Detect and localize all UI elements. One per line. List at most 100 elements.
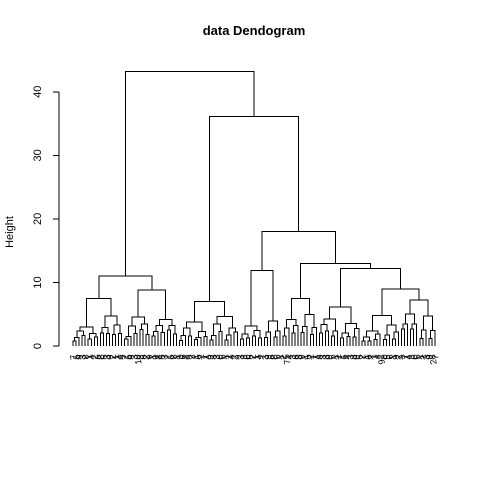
merge-96-108 xyxy=(371,314,393,331)
leaf-label-23: 8 xyxy=(135,354,146,361)
merge-82-83 xyxy=(318,332,323,346)
merge-112-114 xyxy=(411,323,418,346)
merge-60-61 xyxy=(251,335,257,346)
merge-32-35 xyxy=(168,324,176,334)
merge-4-5 xyxy=(81,334,86,346)
leaf-label-42: 6 xyxy=(193,354,204,361)
leaf-label-95: 5 xyxy=(354,354,365,361)
leaf-label-108: 2 xyxy=(394,354,405,361)
leaf-label-25: 2 xyxy=(141,354,152,361)
merge-34-35 xyxy=(172,333,177,346)
leaf-label-29: 4 xyxy=(153,354,164,361)
merge-51-52 xyxy=(224,339,229,346)
leaf-label-86: 5 xyxy=(327,354,338,361)
leaf-label-59: 5 xyxy=(245,354,256,361)
merge-23-24 xyxy=(139,329,144,346)
leaf-label-106: 1 xyxy=(388,354,399,361)
merge-118-119 xyxy=(428,337,433,346)
leaf-label-112: 8 xyxy=(406,354,417,361)
leaf-label-74: 6 xyxy=(290,354,301,361)
leaf-label-113: 6 xyxy=(409,354,420,361)
leaf-label-88: 2 xyxy=(333,354,344,361)
merge-1-2 xyxy=(72,340,77,346)
leaf-label-20: 9 xyxy=(126,354,137,361)
leaf-label-104: 5 xyxy=(381,354,392,361)
leaf-label-69: 1 xyxy=(275,354,286,361)
leaf-label-40: 3 xyxy=(187,354,198,361)
y-tick-label-20: 20 xyxy=(32,213,44,225)
leaf-label-66: 6 xyxy=(266,354,277,361)
leaf-label-93: 8 xyxy=(348,354,359,361)
leaf-label-82: 6 xyxy=(315,354,326,361)
leaf-label-35: 1 xyxy=(172,354,183,361)
leaf-label-34: 8 xyxy=(169,354,180,361)
leaf-label-22: 10 xyxy=(132,354,144,366)
merge-46-48 xyxy=(210,334,217,346)
leaf-labels: 7693814268539214576931086291045376818645… xyxy=(68,354,441,366)
merge-93-94 xyxy=(352,336,357,346)
leaf-label-57: 8 xyxy=(238,354,249,361)
leaf-label-30: 5 xyxy=(156,354,167,361)
merge-10-11 xyxy=(99,332,104,346)
merge-82-95 xyxy=(329,306,352,324)
merge-58-59 xyxy=(245,337,250,346)
merge-103-104 xyxy=(382,338,387,346)
leaf-label-114: 5 xyxy=(412,354,423,361)
leaf-label-6: 1 xyxy=(83,354,94,361)
leaf-label-9: 6 xyxy=(92,354,103,361)
merge-46-55 xyxy=(216,316,233,328)
merge-67-68 xyxy=(273,336,278,346)
merge-36-38 xyxy=(180,335,187,346)
leaf-label-56: 3 xyxy=(235,354,246,361)
merge-36-40 xyxy=(182,327,191,336)
leaf-label-119: 28 xyxy=(427,354,439,366)
merge-100-102 xyxy=(375,333,381,346)
merge-56-57 xyxy=(239,338,244,346)
merge-39-40 xyxy=(188,335,193,346)
merge-54-55 xyxy=(233,331,238,346)
leaf-label-39: 5 xyxy=(184,354,195,361)
merge-109-114 xyxy=(404,313,415,325)
merge-79-81 xyxy=(311,327,317,346)
merge-27-35 xyxy=(158,319,173,326)
leaf-label-5: 8 xyxy=(80,354,91,361)
merge-82-88 xyxy=(323,318,336,331)
leaf-label-8: 2 xyxy=(89,354,100,361)
leaf-label-51: 1 xyxy=(220,354,231,361)
merge-18-26 xyxy=(131,316,145,326)
merge-18-20 xyxy=(125,335,132,346)
merge-89-90 xyxy=(340,337,345,346)
merge-27-29 xyxy=(153,331,159,346)
leaf-label-77: 1 xyxy=(299,354,310,361)
leaf-label-79: 2 xyxy=(305,354,316,361)
leaf-label-91: 4 xyxy=(342,354,353,361)
merge-36-55 xyxy=(193,301,226,323)
leaf-label-47: 8 xyxy=(208,354,219,361)
merge-82-85 xyxy=(320,324,328,334)
leaf-label-7: 4 xyxy=(86,354,97,361)
leaf-label-110: 7 xyxy=(400,354,411,361)
merge-27-28 xyxy=(151,335,156,346)
leaf-label-99: 7 xyxy=(366,354,377,361)
leaf-label-115: 1 xyxy=(415,354,426,361)
leaf-label-100: 3 xyxy=(369,354,380,361)
merge-1-9 xyxy=(79,326,94,334)
merge-1-35 xyxy=(98,275,153,299)
merge-98-99 xyxy=(367,340,372,346)
leaf-label-46: 9 xyxy=(205,354,216,361)
merge-41-42 xyxy=(194,338,199,346)
leaf-label-18: 7 xyxy=(120,354,131,361)
merge-18-35 xyxy=(137,289,167,320)
merge-67-69 xyxy=(274,330,281,346)
leaf-label-85: 9 xyxy=(324,354,335,361)
merge-73-75 xyxy=(293,324,299,346)
leaf-label-36: 8 xyxy=(175,354,186,361)
leaf-label-32: 7 xyxy=(162,354,173,361)
leaf-label-41: 1 xyxy=(190,354,201,361)
merge-49-50 xyxy=(218,331,223,346)
leaf-label-50: 5 xyxy=(217,354,228,361)
leaf-label-38: 4 xyxy=(181,354,192,361)
merge-109-110 xyxy=(401,328,406,346)
leaf-label-13: 9 xyxy=(105,354,116,361)
leaf-label-90: 6 xyxy=(339,354,350,361)
